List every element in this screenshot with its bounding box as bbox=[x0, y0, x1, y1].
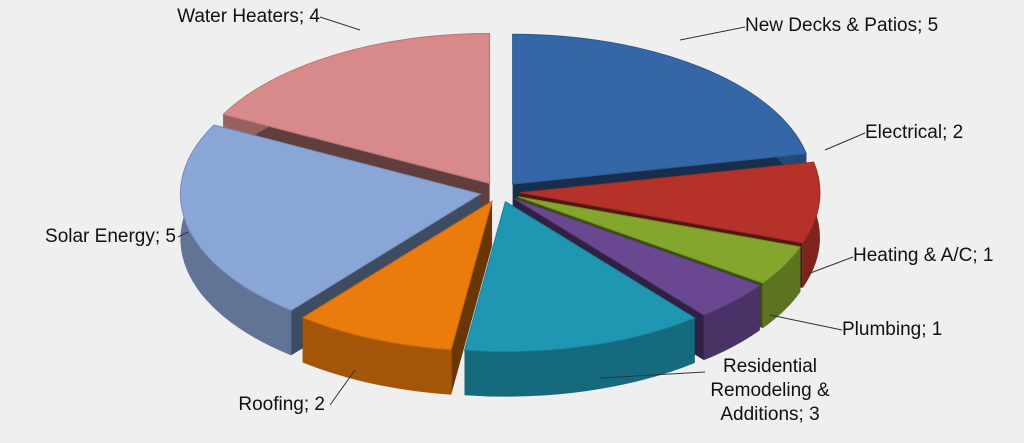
leader-line bbox=[804, 256, 854, 276]
slice bbox=[514, 198, 761, 316]
leader-line bbox=[319, 16, 361, 31]
slice-side bbox=[703, 285, 760, 361]
leader-line bbox=[769, 314, 843, 331]
data-label: Heating & A/C; 1 bbox=[853, 245, 994, 266]
slice-side bbox=[302, 317, 452, 395]
slice bbox=[517, 196, 802, 284]
slice-side bbox=[762, 246, 801, 329]
leader-line bbox=[599, 371, 706, 379]
data-label: Electrical; 2 bbox=[865, 122, 964, 143]
slice-side bbox=[464, 317, 695, 397]
data-label: Residential Remodeling & Additions; 3 bbox=[710, 356, 830, 425]
data-label: Plumbing; 1 bbox=[842, 319, 943, 340]
leader-line bbox=[177, 231, 189, 238]
leader-line bbox=[824, 132, 866, 151]
data-label: Solar Energy; 5 bbox=[45, 226, 176, 247]
data-label: Water Heaters; 4 bbox=[177, 6, 320, 27]
leader-line bbox=[329, 369, 356, 406]
slice bbox=[179, 124, 482, 311]
slice bbox=[222, 32, 491, 185]
slice bbox=[301, 200, 493, 351]
leader-line bbox=[679, 26, 746, 41]
data-label: Roofing; 2 bbox=[238, 394, 325, 415]
data-label: New Decks & Patios; 5 bbox=[745, 15, 939, 36]
slice bbox=[463, 200, 696, 353]
slice bbox=[519, 161, 821, 244]
slice bbox=[512, 33, 808, 185]
